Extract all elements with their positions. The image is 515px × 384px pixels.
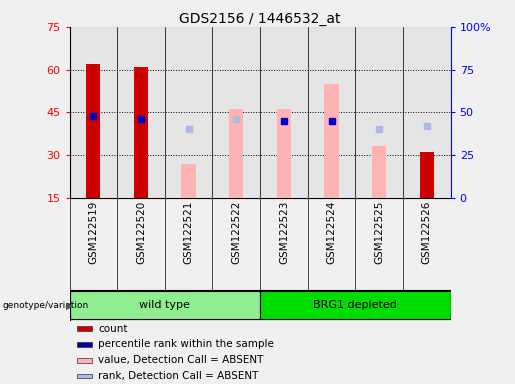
Text: GSM122519: GSM122519 — [89, 200, 98, 264]
Text: GSM122526: GSM122526 — [422, 200, 432, 264]
Text: value, Detection Call = ABSENT: value, Detection Call = ABSENT — [98, 355, 264, 365]
Bar — [181, 164, 196, 198]
Bar — [260, 27, 308, 198]
Text: GSM122521: GSM122521 — [184, 200, 194, 264]
Text: GSM122523: GSM122523 — [279, 200, 289, 264]
Bar — [117, 27, 165, 198]
Bar — [420, 152, 434, 198]
Bar — [86, 64, 100, 198]
Text: GSM122524: GSM122524 — [327, 200, 336, 264]
Text: count: count — [98, 324, 128, 334]
Bar — [307, 27, 355, 198]
Bar — [77, 342, 92, 347]
Bar — [324, 84, 339, 198]
Bar — [70, 27, 117, 198]
Title: GDS2156 / 1446532_at: GDS2156 / 1446532_at — [179, 12, 341, 26]
Bar — [260, 291, 451, 319]
Bar — [212, 27, 260, 198]
Text: rank, Detection Call = ABSENT: rank, Detection Call = ABSENT — [98, 371, 259, 381]
Bar — [277, 109, 291, 198]
Bar — [403, 27, 451, 198]
Text: genotype/variation: genotype/variation — [3, 301, 89, 310]
Text: percentile rank within the sample: percentile rank within the sample — [98, 339, 274, 349]
Text: wild type: wild type — [140, 300, 190, 310]
Bar — [165, 27, 212, 198]
Bar — [229, 109, 244, 198]
Bar — [134, 67, 148, 198]
Text: GSM122520: GSM122520 — [136, 200, 146, 264]
Bar — [70, 291, 260, 319]
Text: BRG1 depleted: BRG1 depleted — [314, 300, 397, 310]
Bar — [77, 374, 92, 379]
Text: ▶: ▶ — [66, 300, 74, 310]
Bar — [77, 326, 92, 331]
Bar — [77, 358, 92, 362]
Text: GSM122525: GSM122525 — [374, 200, 384, 264]
Bar — [355, 27, 403, 198]
Text: GSM122522: GSM122522 — [231, 200, 241, 264]
Bar — [372, 146, 386, 198]
